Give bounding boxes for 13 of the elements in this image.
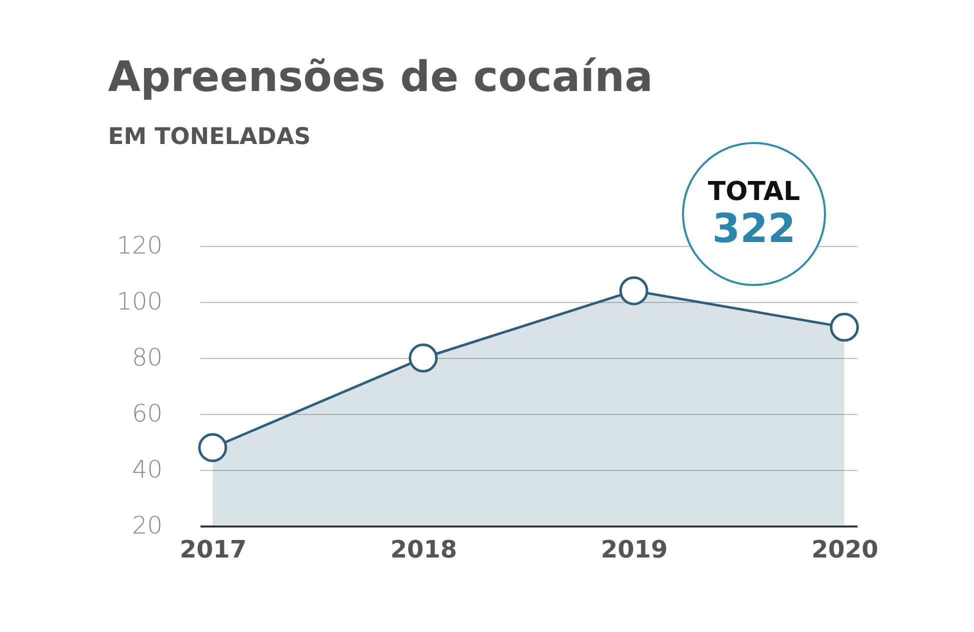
x-tick-label: 2017 [180, 536, 247, 564]
y-tick-label: 80 [132, 344, 162, 372]
x-tick-label: 2020 [811, 536, 878, 564]
y-tick-label: 100 [116, 288, 162, 316]
chart-title: Apreensões de cocaína [108, 52, 653, 101]
y-tick-label: 40 [132, 456, 162, 484]
x-tick-label: 2018 [390, 536, 458, 564]
y-tick-label: 120 [116, 232, 162, 260]
x-tick-label: 2019 [600, 536, 668, 564]
annotation: 322 [712, 206, 796, 252]
chart-subtitle: EM TONELADAS [108, 124, 311, 150]
y-tick-label: 60 [132, 400, 162, 428]
y-tick-label: 20 [132, 512, 162, 540]
